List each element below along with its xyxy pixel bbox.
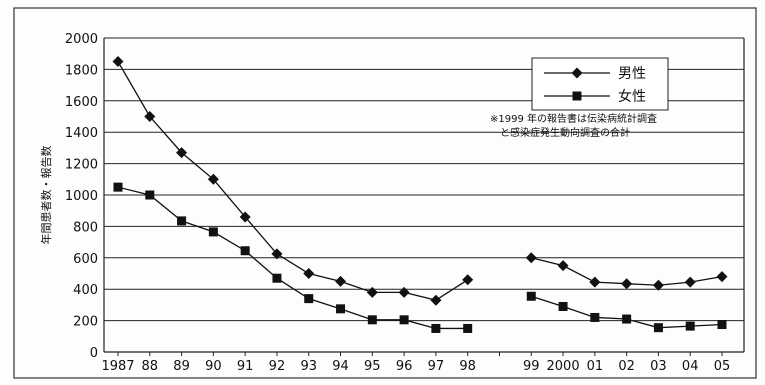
y-tick-label: 1800	[65, 63, 98, 78]
data-point	[399, 315, 409, 325]
data-point	[207, 173, 219, 185]
x-tick-label: 89	[173, 359, 190, 374]
y-tick-label: 2000	[65, 32, 98, 47]
y-tick-label: 400	[73, 283, 98, 298]
x-tick-label: 90	[205, 359, 222, 374]
x-tick-label: 96	[396, 359, 413, 374]
series-line	[117, 61, 469, 301]
x-tick-label: 2000	[547, 359, 580, 374]
y-tick-label: 1400	[65, 126, 98, 141]
data-point	[685, 321, 695, 331]
data-point	[557, 260, 569, 272]
data-point	[462, 274, 474, 286]
x-tick-label: 03	[650, 359, 667, 374]
data-point	[239, 211, 251, 223]
data-point	[622, 314, 632, 324]
data-point	[589, 276, 601, 288]
data-point	[113, 182, 123, 192]
data-point	[526, 291, 536, 301]
data-point	[240, 246, 250, 256]
x-tick-label: 1987	[101, 359, 134, 374]
data-point	[653, 323, 663, 333]
y-tick-label: 0	[90, 346, 98, 361]
data-point	[208, 227, 218, 237]
x-tick-label: 99	[523, 359, 540, 374]
x-tick-label: 01	[587, 359, 604, 374]
series-female	[113, 182, 727, 333]
data-point	[430, 294, 442, 306]
x-tick-label: 04	[682, 359, 699, 374]
data-point	[336, 304, 346, 314]
data-point	[112, 56, 124, 68]
y-tick-label: 600	[73, 252, 98, 267]
data-point	[271, 248, 283, 260]
data-point	[272, 273, 282, 283]
x-tick-label: 05	[714, 359, 731, 374]
y-tick-label: 1000	[65, 189, 98, 204]
data-point	[176, 147, 188, 159]
legend-label: 女性	[618, 88, 646, 105]
x-tick-label: 95	[364, 359, 381, 374]
x-tick-label: 94	[332, 359, 349, 374]
data-point	[590, 312, 600, 322]
legend-label: 男性	[618, 66, 646, 82]
data-point	[621, 278, 633, 290]
data-point	[366, 286, 378, 298]
legend-marker	[571, 67, 583, 79]
x-tick-label: 97	[428, 359, 445, 374]
data-point	[304, 294, 314, 304]
data-point	[716, 271, 728, 283]
chart-note: と感染症発生動向調査の合計	[500, 126, 630, 139]
data-point	[398, 286, 410, 298]
data-point	[652, 279, 664, 291]
x-tick-label: 93	[300, 359, 317, 374]
data-point	[367, 315, 377, 325]
x-tick-label: 98	[459, 359, 476, 374]
series-male	[112, 56, 728, 306]
data-point	[463, 323, 473, 333]
x-tick-label: 92	[269, 359, 286, 374]
y-tick-label: 1200	[65, 158, 98, 173]
legend-marker	[572, 91, 582, 101]
x-tick-label: 91	[237, 359, 254, 374]
data-point	[684, 276, 696, 288]
legend-box	[531, 57, 669, 111]
data-point	[558, 301, 568, 311]
y-tick-label: 200	[73, 315, 98, 330]
y-tick-label: 800	[73, 220, 98, 235]
x-tick-label: 88	[142, 359, 159, 374]
chart-note: ※1999 年の報告書は伝染病統計調査	[490, 112, 657, 125]
data-point	[177, 216, 187, 226]
data-point	[335, 275, 347, 287]
data-point	[525, 252, 537, 264]
figure-frame	[13, 7, 757, 379]
y-tick-label: 1600	[65, 95, 98, 110]
y-axis-title: 年間患者数・報告数	[39, 146, 53, 245]
data-point	[303, 268, 315, 279]
x-tick-label: 02	[618, 359, 635, 374]
data-point	[144, 111, 156, 122]
series-line	[117, 186, 468, 330]
data-point	[717, 320, 727, 330]
data-point	[431, 323, 441, 333]
data-point	[145, 190, 155, 200]
